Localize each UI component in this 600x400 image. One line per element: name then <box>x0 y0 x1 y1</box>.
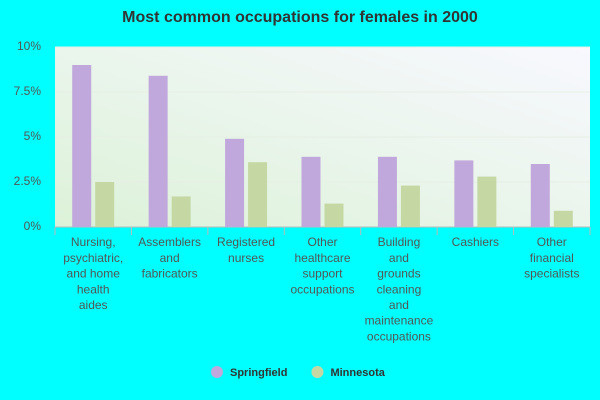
x-tick-label: financial <box>530 251 574 265</box>
y-tick-label: 10% <box>17 39 41 53</box>
bar <box>148 75 168 227</box>
x-tick-label: cleaning <box>377 282 422 296</box>
x-tick-label: maintenance <box>365 314 434 328</box>
bar <box>248 162 268 227</box>
y-tick-label: 0% <box>24 219 42 233</box>
chart-title: Most common occupations for females in 2… <box>122 9 478 26</box>
y-tick-label: 7.5% <box>14 84 42 98</box>
x-tick-label: specialists <box>524 267 579 281</box>
bar <box>377 156 397 227</box>
bar <box>530 164 550 227</box>
x-tick-label: occupations <box>367 329 431 343</box>
x-tick-label: and home <box>67 267 121 281</box>
bar <box>72 65 92 227</box>
bar <box>454 160 474 227</box>
x-tick-label: Other <box>537 235 567 249</box>
x-tick-label: Building <box>378 235 421 249</box>
x-tick-label: and <box>389 298 409 312</box>
bar <box>301 156 321 227</box>
x-tick-label: health <box>77 282 110 296</box>
x-tick-label: fabricators <box>142 267 198 281</box>
x-tick-label: Cashiers <box>452 235 499 249</box>
x-tick-label: psychiatric, <box>63 251 123 265</box>
x-tick-label: support <box>302 267 343 281</box>
x-tick-label: occupations <box>290 282 354 296</box>
x-tick-label: and <box>389 251 409 265</box>
x-tick-label: aides <box>79 298 108 312</box>
bar <box>477 176 497 227</box>
x-tick-label: nurses <box>228 251 264 265</box>
x-tick-label: healthcare <box>294 251 350 265</box>
bar <box>553 210 573 227</box>
x-tick-label: Nursing, <box>71 235 116 249</box>
legend-label: Springfield <box>230 367 287 379</box>
x-tick-label: Assemblers <box>138 235 201 249</box>
x-tick-label: and <box>160 251 180 265</box>
x-tick-label: grounds <box>377 267 420 281</box>
bar <box>225 138 245 227</box>
bar <box>171 196 191 227</box>
bar <box>400 185 420 227</box>
y-tick-label: 5% <box>24 129 42 143</box>
x-tick-label: Other <box>307 235 337 249</box>
bar <box>95 182 115 227</box>
x-tick-label: Registered <box>217 235 275 249</box>
legend-marker <box>311 366 324 378</box>
y-tick-label: 2.5% <box>14 174 42 188</box>
legend-marker <box>211 366 223 378</box>
bar <box>324 203 344 227</box>
legend-label: Minnesota <box>330 367 385 379</box>
